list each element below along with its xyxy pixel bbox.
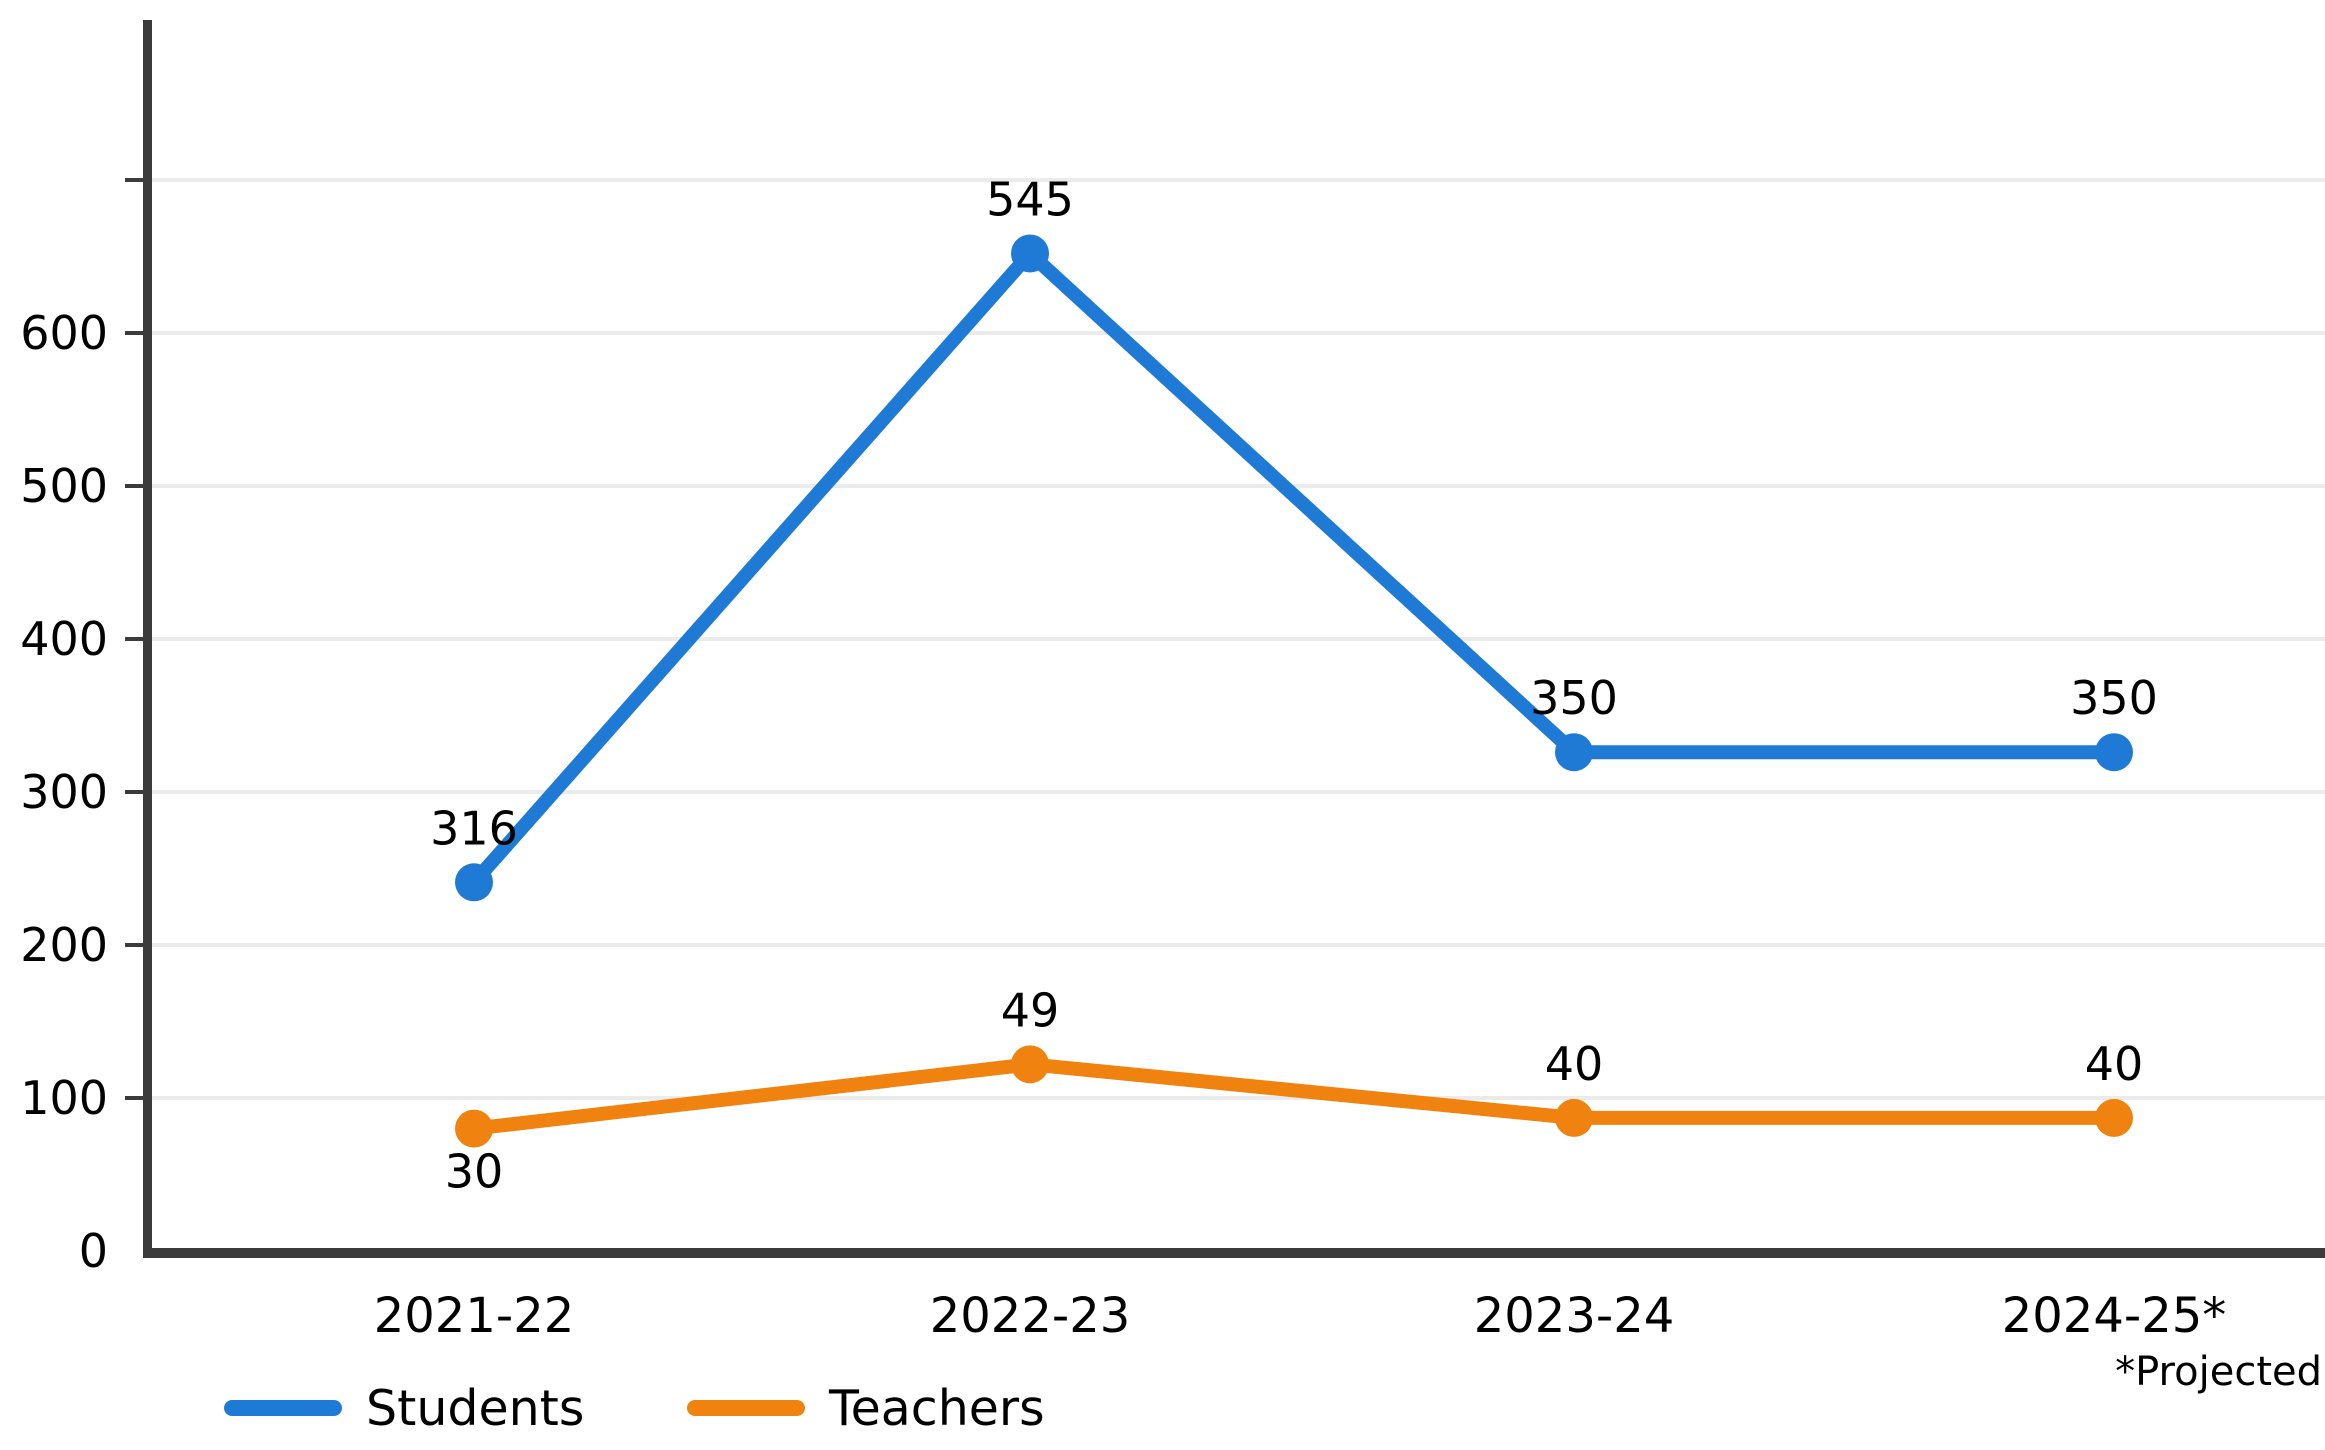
x-axis-category-label: 2023-24 <box>1474 1288 1675 1344</box>
data-point-label-students: 316 <box>430 801 518 855</box>
data-point-label-teachers: 40 <box>1545 1037 1604 1091</box>
data-point-marker-students <box>1555 733 1593 772</box>
data-point-marker-teachers <box>455 1109 493 1148</box>
y-axis-tick-label: 400 <box>20 612 108 666</box>
data-point-label-students: 545 <box>986 172 1074 226</box>
data-point-marker-teachers <box>1555 1098 1593 1137</box>
x-axis-category-label: 2024-25* <box>2002 1288 2227 1344</box>
data-point-label-teachers: 30 <box>445 1145 504 1199</box>
y-axis-tick-label: 100 <box>20 1071 108 1125</box>
data-point-marker-teachers <box>1011 1045 1049 1084</box>
data-point-marker-students <box>1011 234 1049 273</box>
data-point-marker-students <box>455 863 493 902</box>
data-point-label-students: 350 <box>2070 671 2158 725</box>
y-axis-tick-label: 300 <box>20 765 108 819</box>
y-axis-tick-label: 600 <box>20 306 108 360</box>
series-line-teachers <box>467 1057 2121 1136</box>
y-axis-tick-label: 200 <box>20 918 108 972</box>
data-point-label-students: 350 <box>1530 671 1618 725</box>
x-axis-category-label: 2021-22 <box>374 1288 575 1344</box>
data-point-label-teachers: 49 <box>1001 983 1060 1037</box>
x-axis-category-label: 2022-23 <box>930 1288 1131 1344</box>
y-axis-tick-label: 0 <box>79 1224 108 1278</box>
data-point-label-teachers: 40 <box>2085 1037 2144 1091</box>
data-point-marker-teachers <box>2095 1098 2133 1137</box>
projected-footnote: *Projected <box>2115 1349 2322 1395</box>
data-point-marker-students <box>2095 733 2133 772</box>
y-axis-tick-label: 500 <box>20 459 108 513</box>
series-line-students <box>467 246 2121 890</box>
